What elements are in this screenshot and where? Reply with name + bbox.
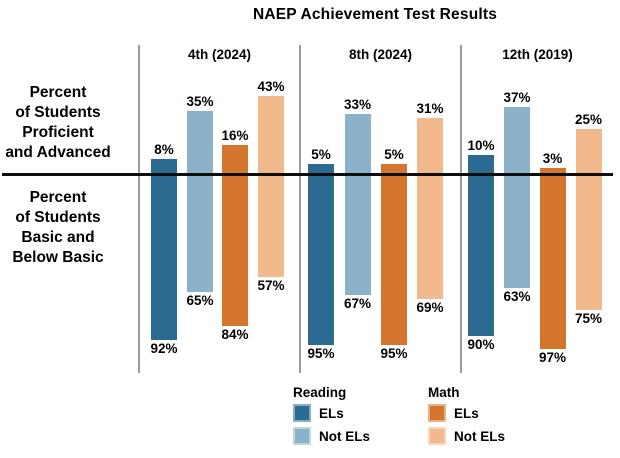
legend-title-math: Math [428,385,460,400]
legend-reading: Reading ELs Not ELs [293,385,370,450]
legend-item-math-els: ELs [428,404,505,422]
bar-value-label: 65% [186,292,214,308]
bar-value-label: 67% [343,296,372,312]
bar-math-els-above [222,144,248,173]
legend-label: ELs [454,405,479,421]
bar-reading-els-above [468,155,494,173]
legend-label: Not ELs [454,428,506,444]
bar-value-label: 10% [467,138,495,154]
bar-value-label: 69% [416,299,444,315]
bar-value-label: 35% [186,93,214,109]
group-separator-line [299,45,301,373]
bar-math-not-els-below [417,176,443,299]
legend-item-reading-not-els: Not ELs [293,427,370,445]
bar-value-label: 5% [384,147,404,163]
bar-reading-not-els-above [187,110,213,173]
group-separator-line [138,45,140,373]
chart-title: NAEP Achievement Test Results [252,6,498,23]
zero-axis-line [2,173,613,176]
bar-math-not-els-above [258,96,284,173]
bar-math-els-above [381,164,407,173]
bar-math-not-els-below [258,176,284,278]
bar-value-label: 97% [538,349,567,365]
bar-value-label: 57% [257,278,285,294]
bar-reading-not-els-above [504,107,530,173]
legend-item-math-not-els: Not ELs [428,427,505,445]
group-header-4th: 4th (2024) [187,47,252,62]
reading-not-els-swatch [293,427,311,445]
bar-math-not-els-above [417,117,443,173]
bar-value-label: 37% [503,90,531,106]
bar-reading-els-below [151,176,177,340]
bar-value-label: 75% [574,310,603,326]
bar-value-label: 43% [257,79,285,95]
legend-math: Math ELs Not ELs [428,385,505,450]
bar-value-label: 63% [503,289,531,305]
axis-label-proficient-advanced: Percent of Students Proficient and Advan… [5,84,111,161]
bar-value-label: 5% [311,147,331,163]
bar-value-label: 16% [221,127,249,143]
bar-reading-els-above [151,158,177,173]
bar-math-els-below [222,176,248,326]
bar-reading-not-els-below [504,176,530,289]
bar-value-label: 25% [574,111,603,127]
legend-label: Not ELs [319,428,371,444]
group-header-8th: 8th (2024) [348,47,413,62]
bar-math-els-below [381,176,407,346]
group-header-12th: 12th (2019) [502,47,573,62]
bar-reading-not-els-below [187,176,213,292]
group-separator-line [460,45,462,373]
bar-value-label: 8% [154,141,174,157]
reading-els-swatch [293,404,311,422]
legend-title-reading: Reading [293,385,347,400]
bar-reading-els-below [308,176,334,346]
bar-value-label: 90% [467,337,495,353]
bar-value-label: 95% [307,346,335,362]
bar-math-not-els-above [575,128,602,173]
math-els-swatch [428,404,446,422]
bar-value-label: 33% [343,97,372,113]
bar-reading-els-above [308,164,334,173]
legend-label: ELs [319,405,344,421]
bar-value-label: 31% [416,100,444,116]
bar-reading-not-els-above [344,114,371,173]
bar-math-els-below [539,176,566,349]
bar-math-not-els-below [575,176,602,310]
bar-reading-els-below [468,176,494,337]
bar-value-label: 95% [380,346,408,362]
bar-value-label: 84% [221,326,249,342]
axis-label-basic-below-basic: Percent of Students Basic and Below Basi… [12,189,104,266]
bar-value-label: 92% [150,340,178,356]
bar-value-label: 3% [542,150,563,166]
bar-reading-not-els-below [344,176,371,296]
bar-math-els-above [539,167,566,173]
legend-item-reading-els: ELs [293,404,370,422]
math-not-els-swatch [428,427,446,445]
